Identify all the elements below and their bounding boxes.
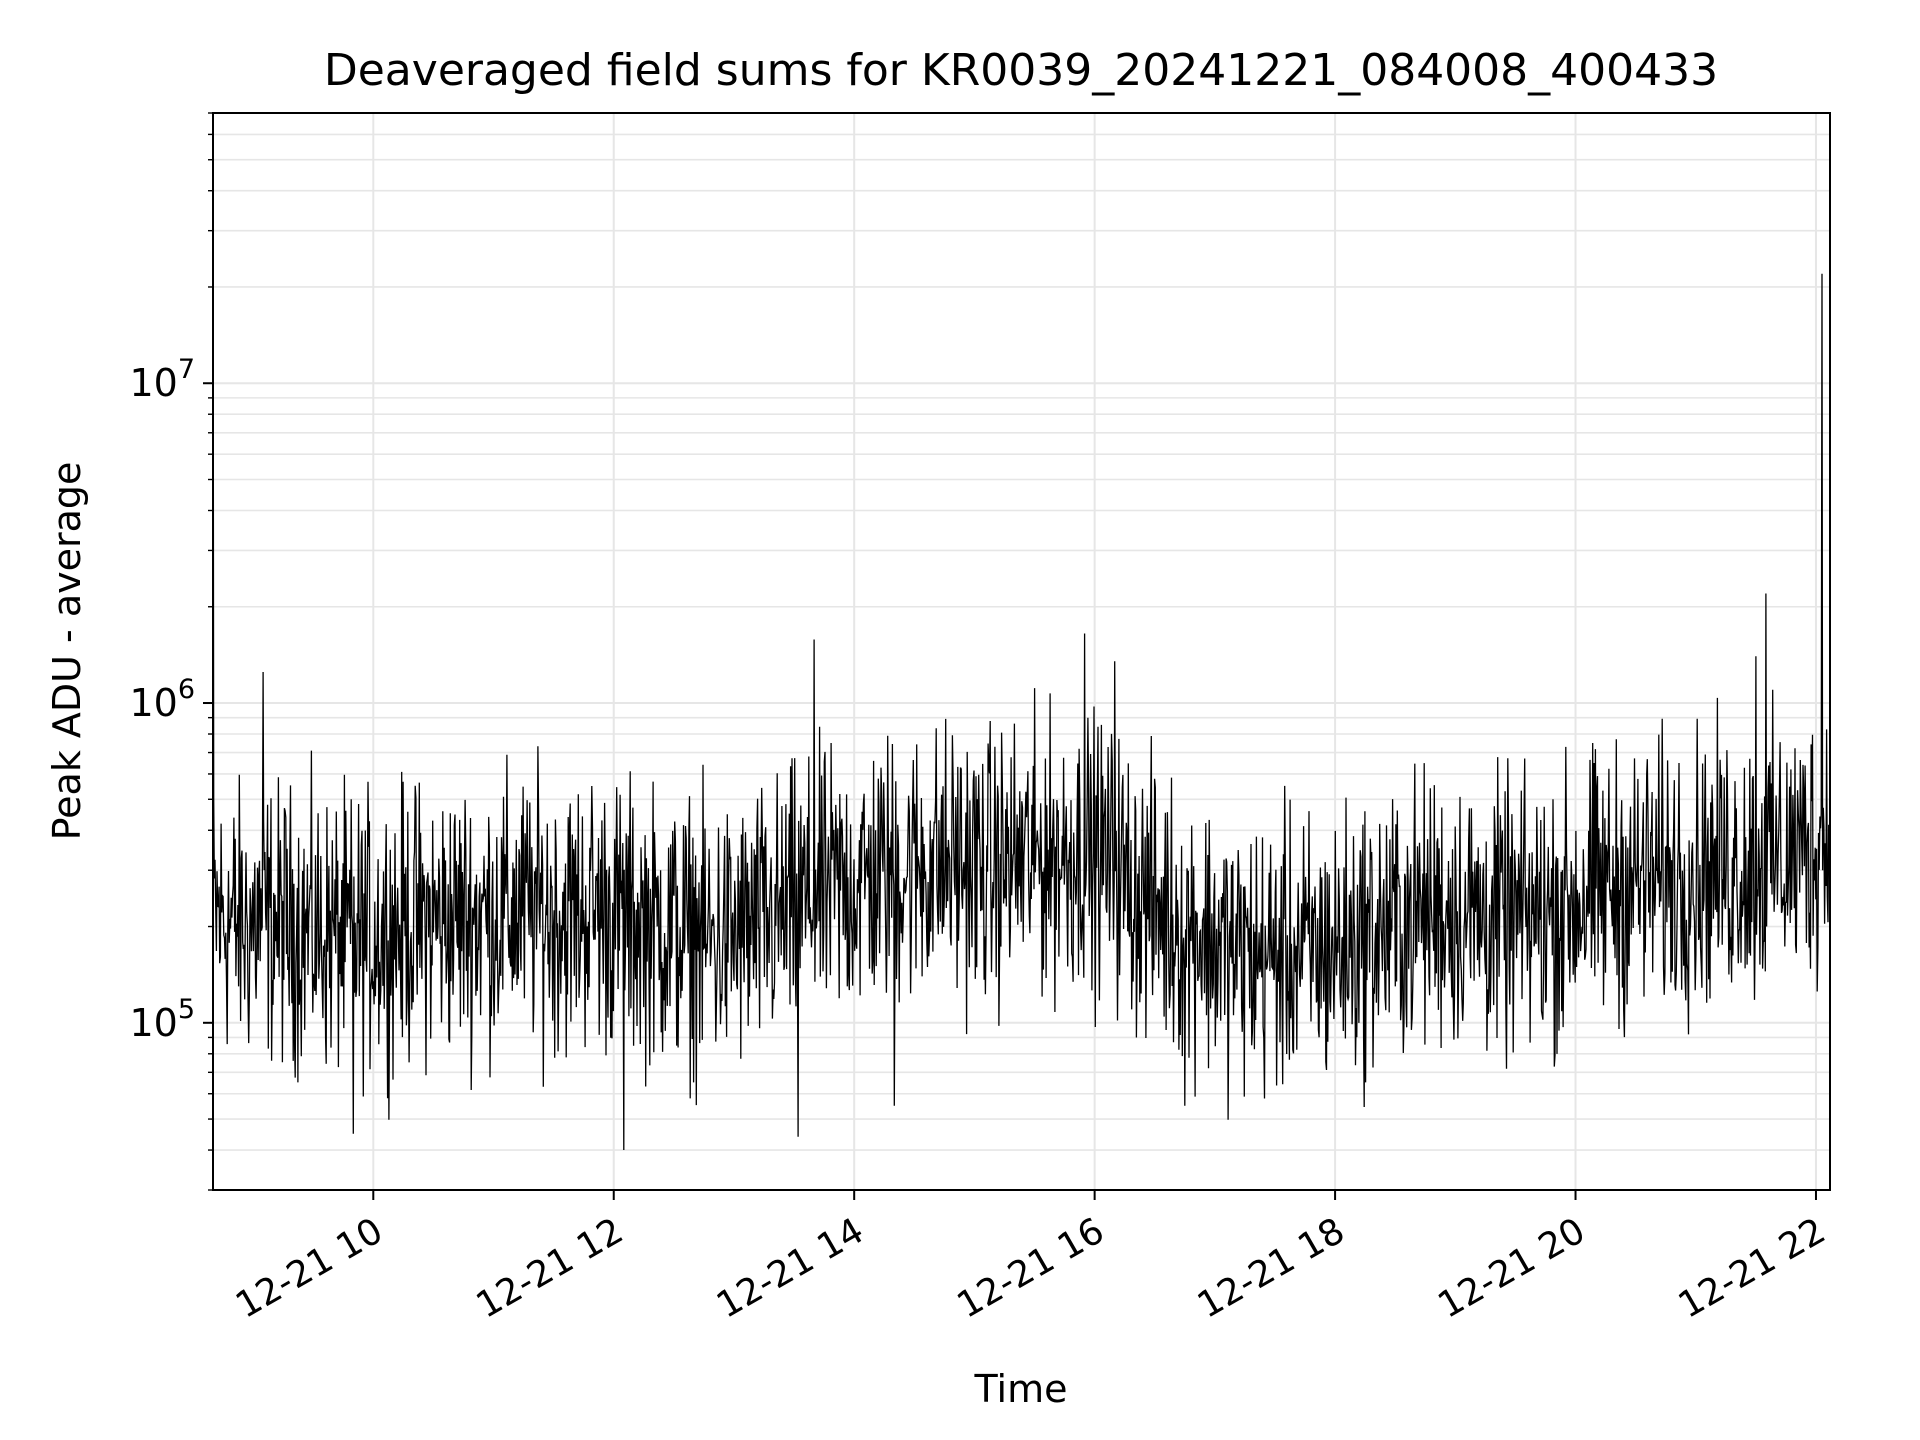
y-axis-label: Peak ADU - average (45, 462, 89, 841)
y-axis: 105 106 107 (129, 112, 213, 1191)
y-tick-label: 106 (129, 674, 195, 725)
grid (213, 112, 1830, 1191)
chart-title: Deaveraged field sums for KR0039_2024122… (324, 45, 1718, 96)
y-tick-label: 107 (129, 354, 195, 405)
y-tick-label: 105 (129, 994, 195, 1045)
x-axis-label: Time (974, 1367, 1068, 1411)
axes-frame (212, 112, 1831, 1191)
series-line (212, 165, 1831, 1151)
plot-area (212, 165, 1831, 1151)
